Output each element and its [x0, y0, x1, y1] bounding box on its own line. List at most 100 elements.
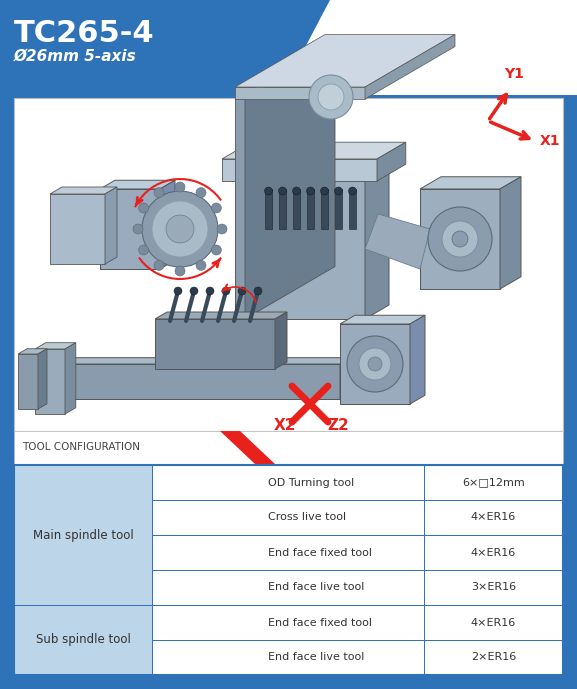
FancyBboxPatch shape [14, 605, 152, 675]
Text: TC265-4: TC265-4 [14, 19, 155, 48]
FancyBboxPatch shape [424, 570, 563, 605]
Text: 6×□12mm: 6×□12mm [462, 477, 525, 488]
Polygon shape [377, 142, 406, 181]
Polygon shape [60, 364, 340, 399]
Circle shape [222, 287, 230, 295]
FancyBboxPatch shape [152, 640, 424, 675]
Polygon shape [365, 214, 430, 269]
Circle shape [174, 287, 182, 295]
Polygon shape [222, 142, 406, 159]
Polygon shape [60, 358, 351, 364]
FancyBboxPatch shape [14, 465, 563, 675]
Polygon shape [160, 181, 175, 269]
Circle shape [142, 191, 218, 267]
FancyBboxPatch shape [14, 98, 563, 431]
FancyBboxPatch shape [265, 189, 272, 229]
FancyBboxPatch shape [424, 605, 563, 640]
FancyBboxPatch shape [14, 465, 152, 605]
Circle shape [196, 260, 206, 270]
Polygon shape [222, 159, 377, 181]
Circle shape [217, 224, 227, 234]
Text: Sub spindle tool: Sub spindle tool [36, 633, 130, 646]
Circle shape [347, 336, 403, 392]
Polygon shape [220, 431, 275, 464]
Text: End face fixed tool: End face fixed tool [268, 617, 372, 628]
FancyBboxPatch shape [152, 465, 424, 500]
Text: 3×ER16: 3×ER16 [471, 582, 516, 593]
Circle shape [349, 187, 357, 195]
Circle shape [190, 287, 198, 295]
Text: TOOL CONFIGURATION: TOOL CONFIGURATION [22, 442, 140, 453]
FancyBboxPatch shape [152, 500, 424, 535]
Circle shape [368, 357, 382, 371]
Circle shape [133, 224, 143, 234]
Polygon shape [275, 312, 287, 369]
Polygon shape [18, 354, 38, 409]
Circle shape [309, 75, 353, 119]
Polygon shape [155, 319, 275, 369]
Text: X2: X2 [273, 418, 296, 433]
Polygon shape [235, 87, 365, 99]
FancyBboxPatch shape [307, 189, 314, 229]
Circle shape [452, 231, 468, 247]
Circle shape [138, 245, 149, 255]
Text: End face live tool: End face live tool [268, 582, 364, 593]
FancyBboxPatch shape [424, 465, 563, 500]
Polygon shape [35, 342, 76, 349]
Circle shape [166, 215, 194, 243]
Text: X1: X1 [540, 134, 560, 148]
Circle shape [428, 207, 492, 271]
Text: OD Turning tool: OD Turning tool [268, 477, 354, 488]
Polygon shape [420, 189, 500, 289]
Polygon shape [245, 46, 335, 319]
Polygon shape [155, 312, 287, 319]
Circle shape [359, 348, 391, 380]
Circle shape [154, 260, 164, 270]
Text: 2×ER16: 2×ER16 [471, 652, 516, 663]
FancyBboxPatch shape [14, 431, 563, 464]
FancyBboxPatch shape [424, 640, 563, 675]
Polygon shape [65, 342, 76, 414]
Circle shape [264, 187, 272, 195]
Circle shape [293, 187, 301, 195]
Polygon shape [235, 34, 455, 87]
Polygon shape [365, 165, 389, 319]
FancyBboxPatch shape [335, 189, 342, 229]
Circle shape [335, 187, 343, 195]
FancyBboxPatch shape [279, 189, 286, 229]
FancyBboxPatch shape [152, 570, 424, 605]
Polygon shape [235, 179, 365, 319]
Text: 4×ER16: 4×ER16 [471, 513, 516, 522]
Polygon shape [235, 99, 245, 319]
Polygon shape [340, 358, 351, 399]
Polygon shape [38, 349, 47, 409]
Polygon shape [50, 187, 117, 194]
Polygon shape [340, 316, 425, 324]
FancyBboxPatch shape [152, 535, 424, 570]
Circle shape [318, 84, 344, 110]
Circle shape [211, 203, 222, 213]
Circle shape [175, 182, 185, 192]
Circle shape [320, 187, 328, 195]
Polygon shape [340, 324, 410, 404]
Polygon shape [105, 187, 117, 264]
Text: Main spindle tool: Main spindle tool [33, 528, 133, 542]
FancyBboxPatch shape [293, 189, 300, 229]
Text: Y1: Y1 [504, 67, 524, 81]
Text: 4×ER16: 4×ER16 [471, 548, 516, 557]
Polygon shape [365, 34, 455, 99]
FancyBboxPatch shape [152, 605, 424, 640]
Circle shape [254, 287, 262, 295]
Text: End face fixed tool: End face fixed tool [268, 548, 372, 557]
Circle shape [442, 221, 478, 257]
FancyBboxPatch shape [424, 535, 563, 570]
Text: Z2: Z2 [327, 418, 349, 433]
Polygon shape [35, 349, 65, 414]
Polygon shape [100, 189, 160, 269]
Polygon shape [500, 177, 521, 289]
Circle shape [196, 187, 206, 198]
Polygon shape [420, 177, 521, 189]
Text: Ø26mm 5-axis: Ø26mm 5-axis [14, 48, 137, 63]
Circle shape [175, 266, 185, 276]
Text: End face live tool: End face live tool [268, 652, 364, 663]
